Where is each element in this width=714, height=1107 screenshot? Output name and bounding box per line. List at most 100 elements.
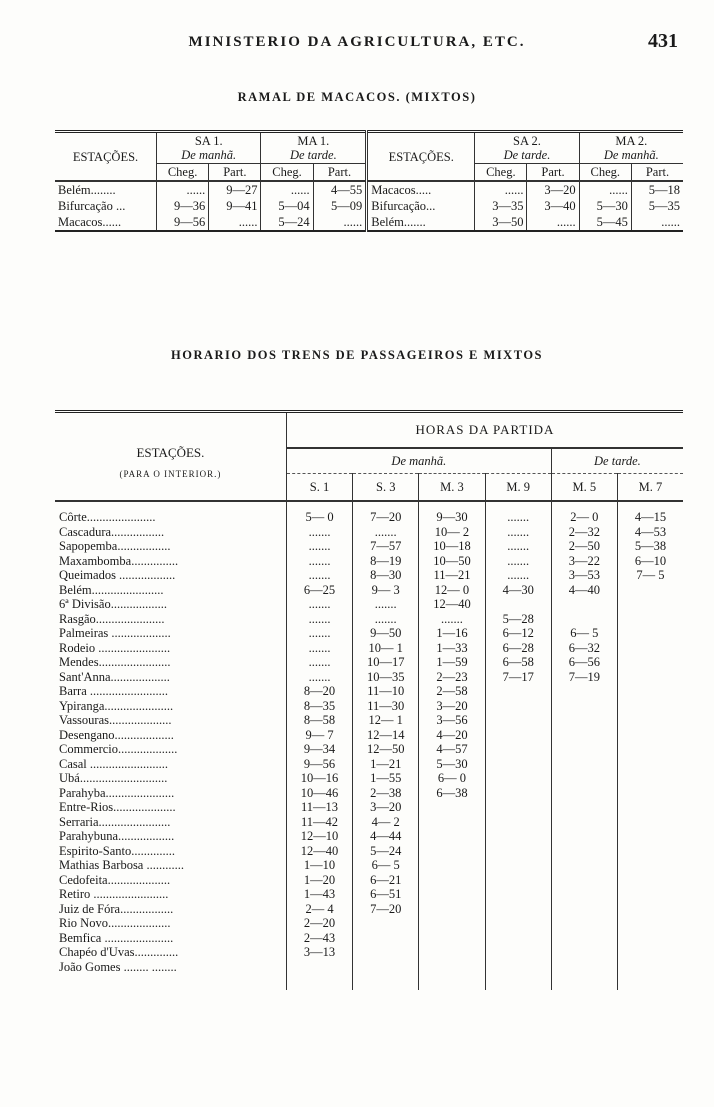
time-cell xyxy=(550,829,618,844)
time-cell xyxy=(616,669,683,684)
time-cell: 6—21 xyxy=(352,872,419,887)
time-cell: 7—17 xyxy=(484,669,552,684)
time-cell: 12—14 xyxy=(352,727,419,742)
time-cell xyxy=(418,930,486,945)
time-cell: 4—57 xyxy=(418,742,486,757)
station-name: João Gomes ........ ........ xyxy=(59,959,177,974)
time-cell: 6—32 xyxy=(550,640,618,655)
time-cell xyxy=(484,829,552,844)
time-cell: 12— 0 xyxy=(418,582,486,597)
time-cell xyxy=(550,698,618,713)
time-cell: 1—43 xyxy=(285,887,353,902)
time-cell: 3—35 xyxy=(474,198,527,214)
table-row: Parahyba...................... 10—46 2—38 6… xyxy=(55,785,683,800)
table-row: Bemfica ...................... 2—43 xyxy=(55,930,683,945)
table-row: Espirito-Santo.............. 12—40 5—24 xyxy=(55,843,683,858)
time-cell: 3—20 xyxy=(418,698,486,713)
time-cell xyxy=(484,727,552,742)
time-cell xyxy=(550,597,618,612)
time-cell xyxy=(484,698,552,713)
time-cell: 5—24 xyxy=(352,843,419,858)
station-name: Bifurcação ... xyxy=(58,199,126,213)
time-cell xyxy=(418,800,486,815)
train-column-header: M. 5 xyxy=(550,473,618,501)
table-row: Sant'Anna.......................... 10—35… xyxy=(55,669,683,684)
train-column-header: S. 3 xyxy=(352,473,419,501)
time-cell: 8—30 xyxy=(352,568,419,583)
table-row: Casal ......................... 9—56 1—21 5… xyxy=(55,756,683,771)
time-cell: 11—30 xyxy=(352,698,419,713)
time-cell xyxy=(484,887,552,902)
time-cell: 2—32 xyxy=(550,524,618,539)
station-name: Palmeiras ................... xyxy=(59,626,171,640)
time-cell: 12—40 xyxy=(285,843,353,858)
time-cell: 6—12 xyxy=(484,626,552,641)
time-cell: 2—20 xyxy=(285,916,353,931)
time-cell xyxy=(616,945,683,960)
time-cell xyxy=(418,916,486,931)
time-cell xyxy=(484,930,552,945)
time-cell: 3—20 xyxy=(526,181,580,198)
table-row: Barra ......................... 8—20 11—10… xyxy=(55,684,683,699)
page-number: 431 xyxy=(648,30,678,52)
table-row: Mendes.............................. 10—1… xyxy=(55,655,683,670)
table-row: 6ª Divisão..............................… xyxy=(55,597,683,612)
time-cell xyxy=(418,945,486,960)
time-cell: 3—50 xyxy=(474,214,527,231)
time-cell: 3—56 xyxy=(418,713,486,728)
time-cell xyxy=(550,785,618,800)
time-cell: 2— 4 xyxy=(285,901,353,916)
time-cell: 5—30 xyxy=(578,198,632,214)
time-cell: 9—27 xyxy=(208,181,261,198)
time-cell: 5—30 xyxy=(418,756,486,771)
time-cell xyxy=(418,887,486,902)
train-column-header: S. 1 xyxy=(285,473,353,501)
ramal-table: ESTAÇÕES. SA 1. De manhã. MA 1. De tarde. … xyxy=(55,130,683,232)
table-row: Desengano................... 9— 7 12—14 4—2… xyxy=(55,727,683,742)
time-cell: 6—58 xyxy=(484,655,552,670)
time-cell: 10— 1 xyxy=(352,640,419,655)
time-cell xyxy=(616,829,683,844)
station-name: Bifurcação... xyxy=(365,198,475,214)
time-cell xyxy=(550,916,618,931)
time-cell: 9—41 xyxy=(208,198,261,214)
station-name: Belém....... xyxy=(365,214,475,231)
time-cell: 1—16 xyxy=(418,626,486,641)
time-cell: ....... xyxy=(484,524,552,539)
station-name: Serraria....................... xyxy=(59,814,171,829)
time-cell: 5—45 xyxy=(578,214,632,231)
time-cell: 8—58 xyxy=(285,713,353,728)
time-cell xyxy=(616,713,683,728)
time-cell xyxy=(550,742,618,757)
table-row: Ypiranga...................... 8—35 11—30 3… xyxy=(55,698,683,713)
time-cell: 10—17 xyxy=(352,655,419,670)
time-cell: 1—59 xyxy=(418,655,486,670)
time-cell: ....... xyxy=(418,611,486,626)
time-cell xyxy=(550,727,618,742)
time-cell xyxy=(484,945,552,960)
time-cell: 5—38 xyxy=(616,539,683,554)
time-cell: 7—19 xyxy=(550,669,618,684)
station-name: Juiz de Fóra................. xyxy=(59,901,174,916)
time-cell xyxy=(616,916,683,931)
time-cell xyxy=(616,756,683,771)
time-cell: ...... xyxy=(578,181,632,198)
station-name: Belém........ xyxy=(58,183,116,197)
time-cell: ....... xyxy=(285,597,353,612)
train-column-header: M. 9 xyxy=(484,473,552,501)
train-header: MA 1. De tarde. xyxy=(260,131,367,164)
time-cell: ....... xyxy=(285,640,353,655)
time-cell: 10—50 xyxy=(418,553,486,568)
time-cell: 9—30 xyxy=(418,501,486,525)
time-cell xyxy=(418,814,486,829)
time-cell xyxy=(352,930,419,945)
time-cell xyxy=(616,785,683,800)
afternoon-header: De tarde. xyxy=(550,448,683,474)
time-cell: 6—38 xyxy=(418,785,486,800)
stations-header: ESTAÇÕES. xyxy=(55,131,157,182)
time-cell: 8—35 xyxy=(285,698,353,713)
station-name: Ubá............................ xyxy=(59,771,168,785)
time-cell: 5—35 xyxy=(630,198,683,214)
table-row: Rasgão..................................… xyxy=(55,611,683,626)
time-cell xyxy=(616,901,683,916)
